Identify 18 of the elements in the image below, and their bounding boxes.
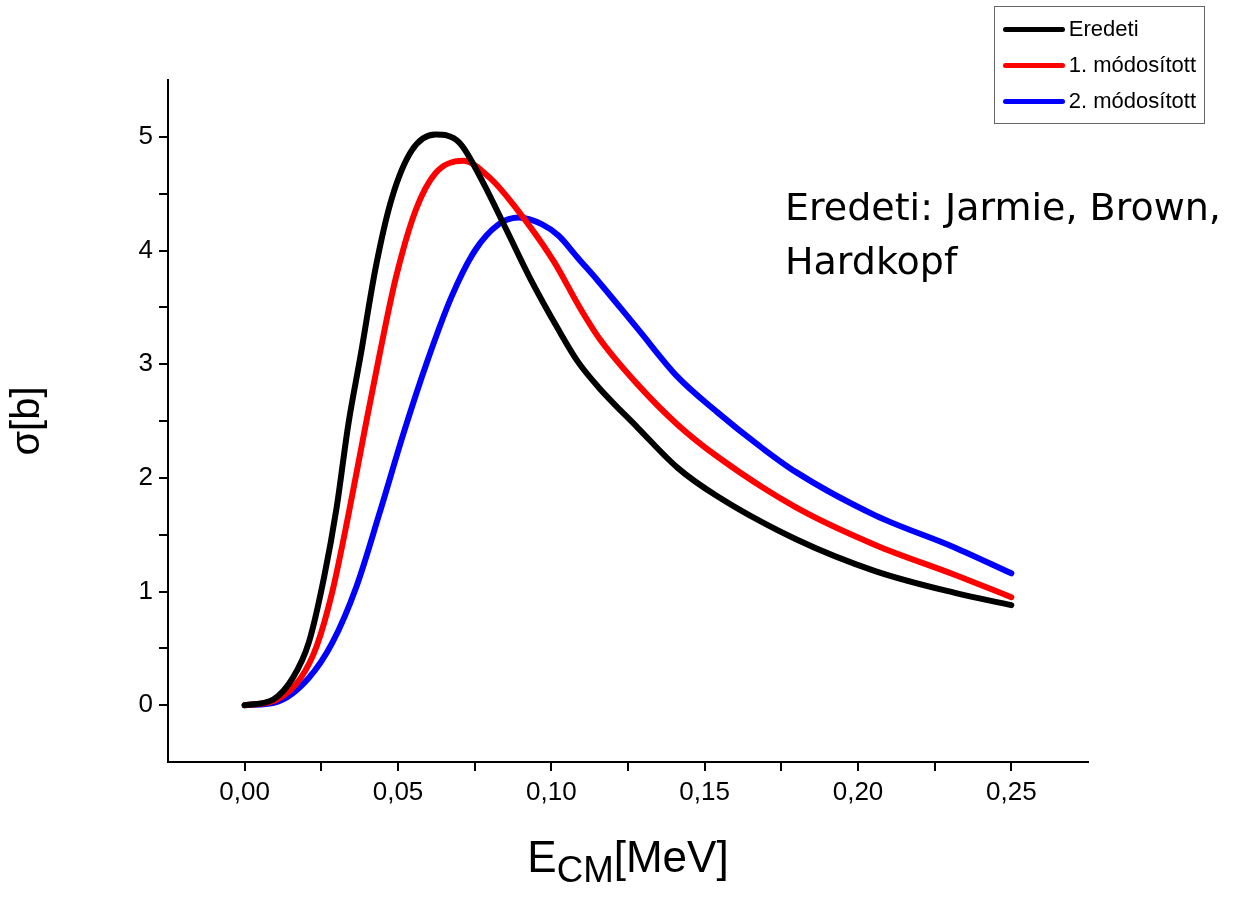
y-tick-label: 2 — [138, 461, 153, 492]
y-tick-label: 5 — [138, 120, 153, 151]
legend-label: Eredeti — [1068, 16, 1139, 42]
x-tick-label: 0,15 — [679, 775, 730, 806]
x-tick-label: 0,25 — [986, 775, 1037, 806]
x-tick-label: 0,00 — [219, 775, 270, 806]
y-tick-label: 3 — [138, 347, 153, 378]
y-axis-title: σ[b] — [3, 386, 48, 456]
legend-label: 1. módosított — [1068, 52, 1196, 78]
x-tick-label: 0,05 — [372, 775, 424, 806]
y-tick-label: 1 — [138, 574, 153, 605]
legend-label: 2. módosított — [1068, 88, 1196, 114]
x-tick-label: 0,10 — [526, 775, 577, 806]
y-tick-label: 0 — [138, 688, 153, 719]
x-tick-label: 0,20 — [832, 775, 884, 806]
x-axis-title: E$_{CM}$[MeV] — [526, 832, 730, 891]
y-tick-label: 4 — [138, 233, 153, 264]
annotation: Eredeti: Jarmie, Brown, Hardkopf — [785, 184, 1222, 285]
